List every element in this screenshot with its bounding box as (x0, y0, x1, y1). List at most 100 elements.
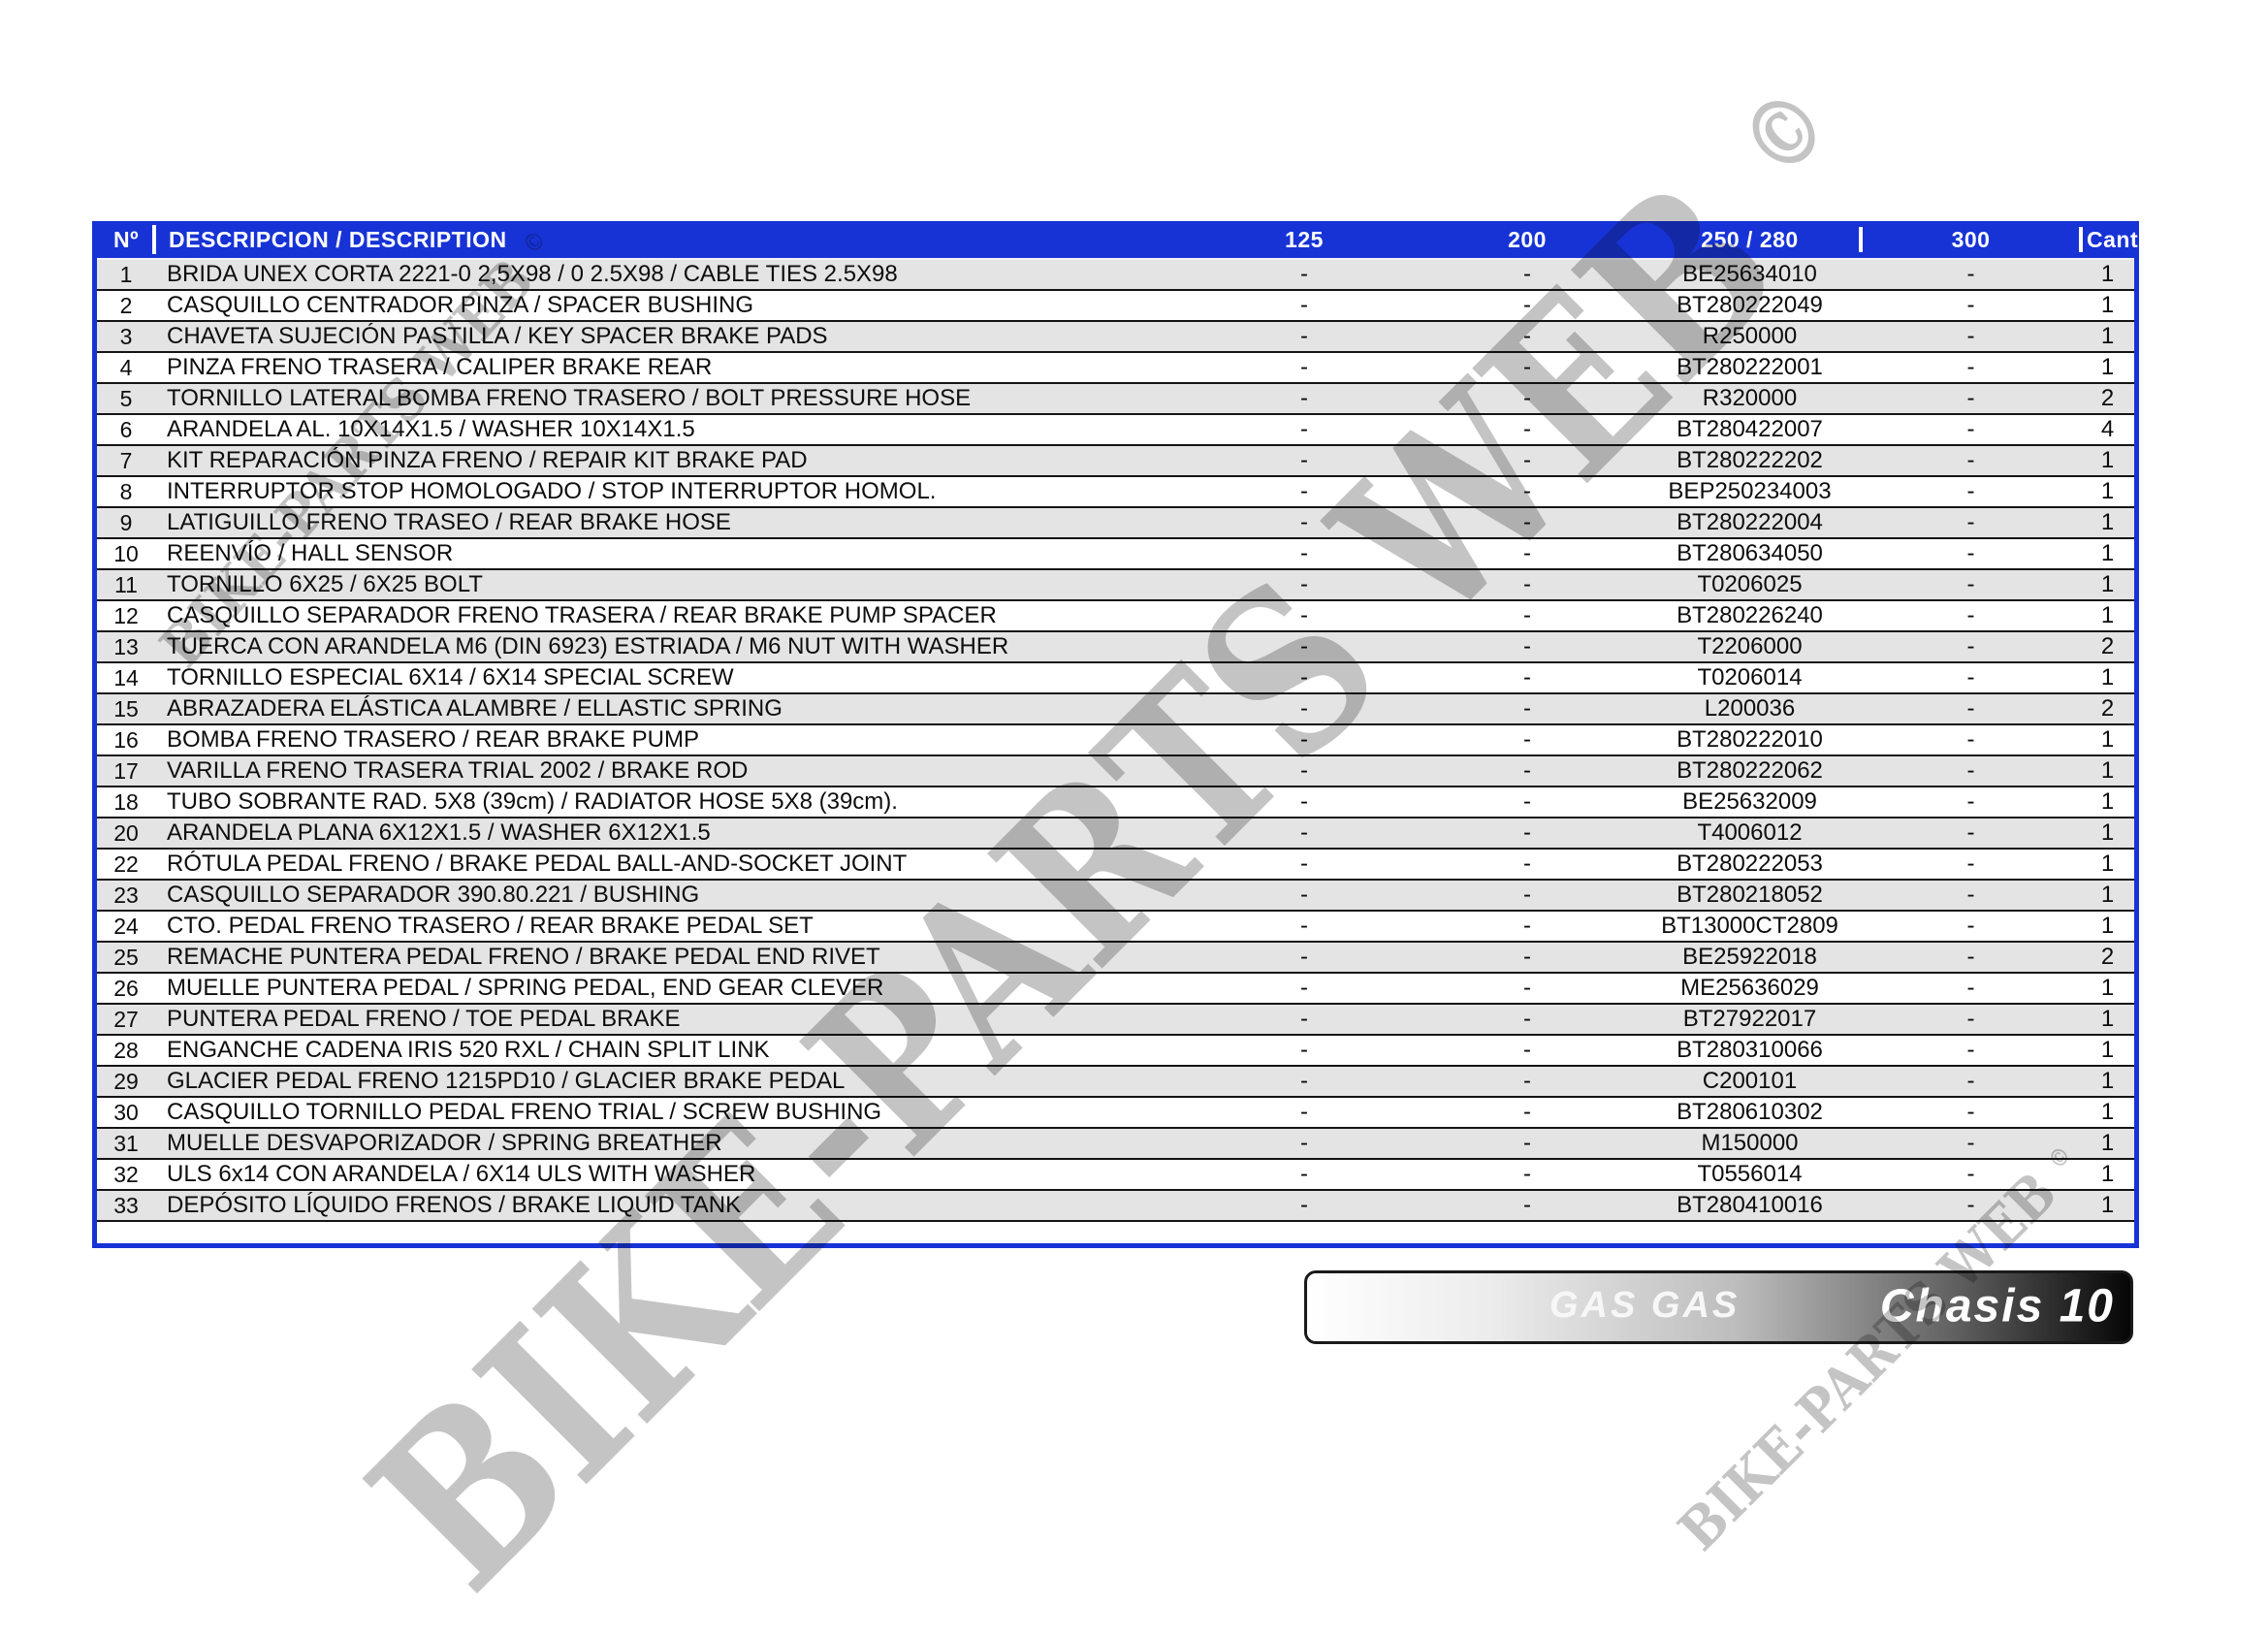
description-cell: ENGANCHE CADENA IRIS 520 RXL / CHAIN SPL… (167, 1037, 770, 1063)
table-row: 25 REMACHE PUNTERA PEDAL FRENO / BRAKE PE… (97, 943, 2134, 974)
col-125-cell: - (1300, 664, 1308, 690)
col-300-cell: - (1966, 1161, 1975, 1187)
table-row: 18 TUBO SOBRANTE RAD. 5X8 (39cm) / RADIAT… (97, 787, 2134, 818)
col-125-cell: - (1300, 851, 1308, 877)
col-300-cell: - (1966, 385, 1975, 411)
col-300-cell: - (1966, 913, 1975, 939)
quantity-cell: 4 (2100, 416, 2115, 442)
table-row: 7 KIT REPARACIÓN PINZA FRENO / REPAIR KIT… (97, 446, 2134, 477)
quantity-cell: 1 (2100, 1161, 2115, 1187)
quantity-cell: 1 (2100, 975, 2115, 1001)
row-number-cell: 2 (119, 292, 133, 318)
col-200-cell: - (1523, 633, 1531, 659)
table-row: 12 CASQUILLO SEPARADOR FRENO TRASERA / RE… (97, 601, 2134, 632)
col-200-cell: - (1523, 540, 1531, 566)
description-cell: ARANDELA AL. 10X14X1.5 / WASHER 10X14X1.… (167, 416, 695, 442)
col-200-cell: - (1523, 509, 1531, 535)
row-number-cell: 24 (113, 913, 139, 939)
quantity-cell: 1 (2100, 323, 2115, 349)
quantity-cell: 1 (2100, 354, 2115, 380)
col-300-cell: - (1966, 447, 1975, 473)
col-300-cell: - (1966, 509, 1975, 535)
col-200-cell: - (1523, 416, 1531, 442)
col-200-cell: - (1523, 695, 1531, 722)
col-300-cell: - (1966, 819, 1975, 846)
col-125-cell: - (1300, 602, 1308, 628)
part-number-cell: M150000 (1701, 1130, 1799, 1156)
part-number-cell: BT280222049 (1677, 292, 1823, 318)
col-125-cell: - (1300, 1099, 1308, 1125)
col-200-cell: - (1523, 851, 1531, 877)
part-number-cell: BT280222202 (1677, 447, 1823, 473)
quantity-cell: 1 (2100, 509, 2115, 535)
col-300-cell: - (1966, 1037, 1975, 1063)
empty-row (97, 1222, 2134, 1243)
quantity-cell: 1 (2100, 1130, 2115, 1156)
col-300-cell: - (1966, 323, 1975, 349)
description-cell: CTO. PEDAL FRENO TRASERO / REAR BRAKE PE… (167, 913, 814, 939)
col-300-cell: - (1966, 571, 1975, 597)
description-cell: ARANDELA PLANA 6X12X1.5 / WASHER 6X12X1.… (167, 819, 711, 846)
col-300-cell: - (1966, 944, 1975, 970)
row-number-cell: 20 (113, 819, 139, 846)
description-cell: VARILLA FRENO TRASERA TRIAL 2002 / BRAKE… (167, 757, 749, 784)
col-300-cell: - (1966, 1130, 1975, 1156)
table-row: 20 ARANDELA PLANA 6X12X1.5 / WASHER 6X12X… (97, 818, 2134, 850)
description-cell: MUELLE DESVAPORIZADOR / SPRING BREATHER (167, 1130, 722, 1156)
table-row: 16 BOMBA FRENO TRASERO / REAR BRAKE PUMP -… (97, 725, 2134, 756)
part-number-cell: T2206000 (1697, 633, 1803, 659)
row-number-cell: 9 (119, 509, 133, 535)
row-number-cell: 13 (113, 633, 139, 659)
col-300-cell: - (1966, 664, 1975, 690)
row-number-cell: 22 (113, 851, 139, 877)
col-300-cell: - (1966, 354, 1975, 380)
quantity-cell: 1 (2100, 540, 2115, 566)
row-number-cell: 10 (113, 540, 139, 566)
col-200-cell: - (1523, 1006, 1531, 1032)
col-125-cell: - (1300, 788, 1308, 815)
description-cell: RÓTULA PEDAL FRENO / BRAKE PEDAL BALL-AN… (167, 851, 908, 877)
row-number-cell: 23 (113, 882, 139, 908)
description-cell: CASQUILLO SEPARADOR 390.80.221 / BUSHING (167, 882, 700, 908)
row-number-cell: 32 (113, 1161, 139, 1187)
col-200-cell: - (1523, 975, 1531, 1001)
col-200-cell: - (1523, 819, 1531, 846)
col-200-cell: - (1523, 354, 1531, 380)
part-number-cell: T0206025 (1697, 571, 1803, 597)
table-row: 6 ARANDELA AL. 10X14X1.5 / WASHER 10X14X1… (97, 415, 2134, 446)
col-125-cell: - (1300, 757, 1308, 784)
col-200-cell: - (1523, 757, 1531, 784)
part-number-cell: BT280610302 (1677, 1099, 1823, 1125)
col-300-cell: - (1966, 478, 1975, 504)
col-200-cell: - (1523, 1130, 1531, 1156)
description-cell: TORNILLO LATERAL BOMBA FRENO TRASERO / B… (167, 385, 972, 411)
col-125-cell: - (1300, 385, 1308, 411)
header-separator (152, 225, 156, 254)
quantity-cell: 1 (2100, 1192, 2115, 1218)
parts-table: Nº DESCRIPCION / DESCRIPTION 125 200 250… (92, 221, 2145, 1248)
part-number-cell: BT27922017 (1682, 1006, 1817, 1032)
col-125-cell: - (1300, 416, 1308, 442)
quantity-cell: 1 (2100, 1099, 2115, 1125)
col-200-cell: - (1523, 447, 1531, 473)
quantity-cell: 1 (2100, 882, 2115, 908)
description-cell: BOMBA FRENO TRASERO / REAR BRAKE PUMP (167, 726, 699, 753)
col-300-cell: - (1966, 261, 1975, 287)
col-125-cell: - (1300, 447, 1308, 473)
page-title: Chasis 10 (1879, 1280, 2115, 1332)
quantity-cell: 2 (2100, 385, 2115, 411)
quantity-cell: 2 (2100, 695, 2115, 722)
table-row: 9 LATIGUILLO FRENO TRASEO / REAR BRAKE HO… (97, 508, 2134, 539)
description-cell: CASQUILLO SEPARADOR FRENO TRASERA / REAR… (167, 602, 997, 628)
col-125-cell: - (1300, 1006, 1308, 1032)
quantity-cell: 1 (2100, 819, 2115, 846)
table-row: 23 CASQUILLO SEPARADOR 390.80.221 / BUSHI… (97, 881, 2134, 912)
copyright-icon: © (1718, 66, 1851, 200)
col-125-cell: - (1300, 882, 1308, 908)
col-125-cell: - (1300, 571, 1308, 597)
row-number-cell: 3 (119, 323, 133, 349)
row-number-cell: 26 (113, 975, 139, 1001)
description-cell: TORNILLO ESPECIAL 6X14 / 6X14 SPECIAL SC… (167, 664, 734, 690)
description-cell: INTERRUPTOR STOP HOMOLOGADO / STOP INTER… (167, 478, 937, 504)
table-row: 32 ULS 6x14 CON ARANDELA / 6X14 ULS WITH … (97, 1160, 2134, 1191)
